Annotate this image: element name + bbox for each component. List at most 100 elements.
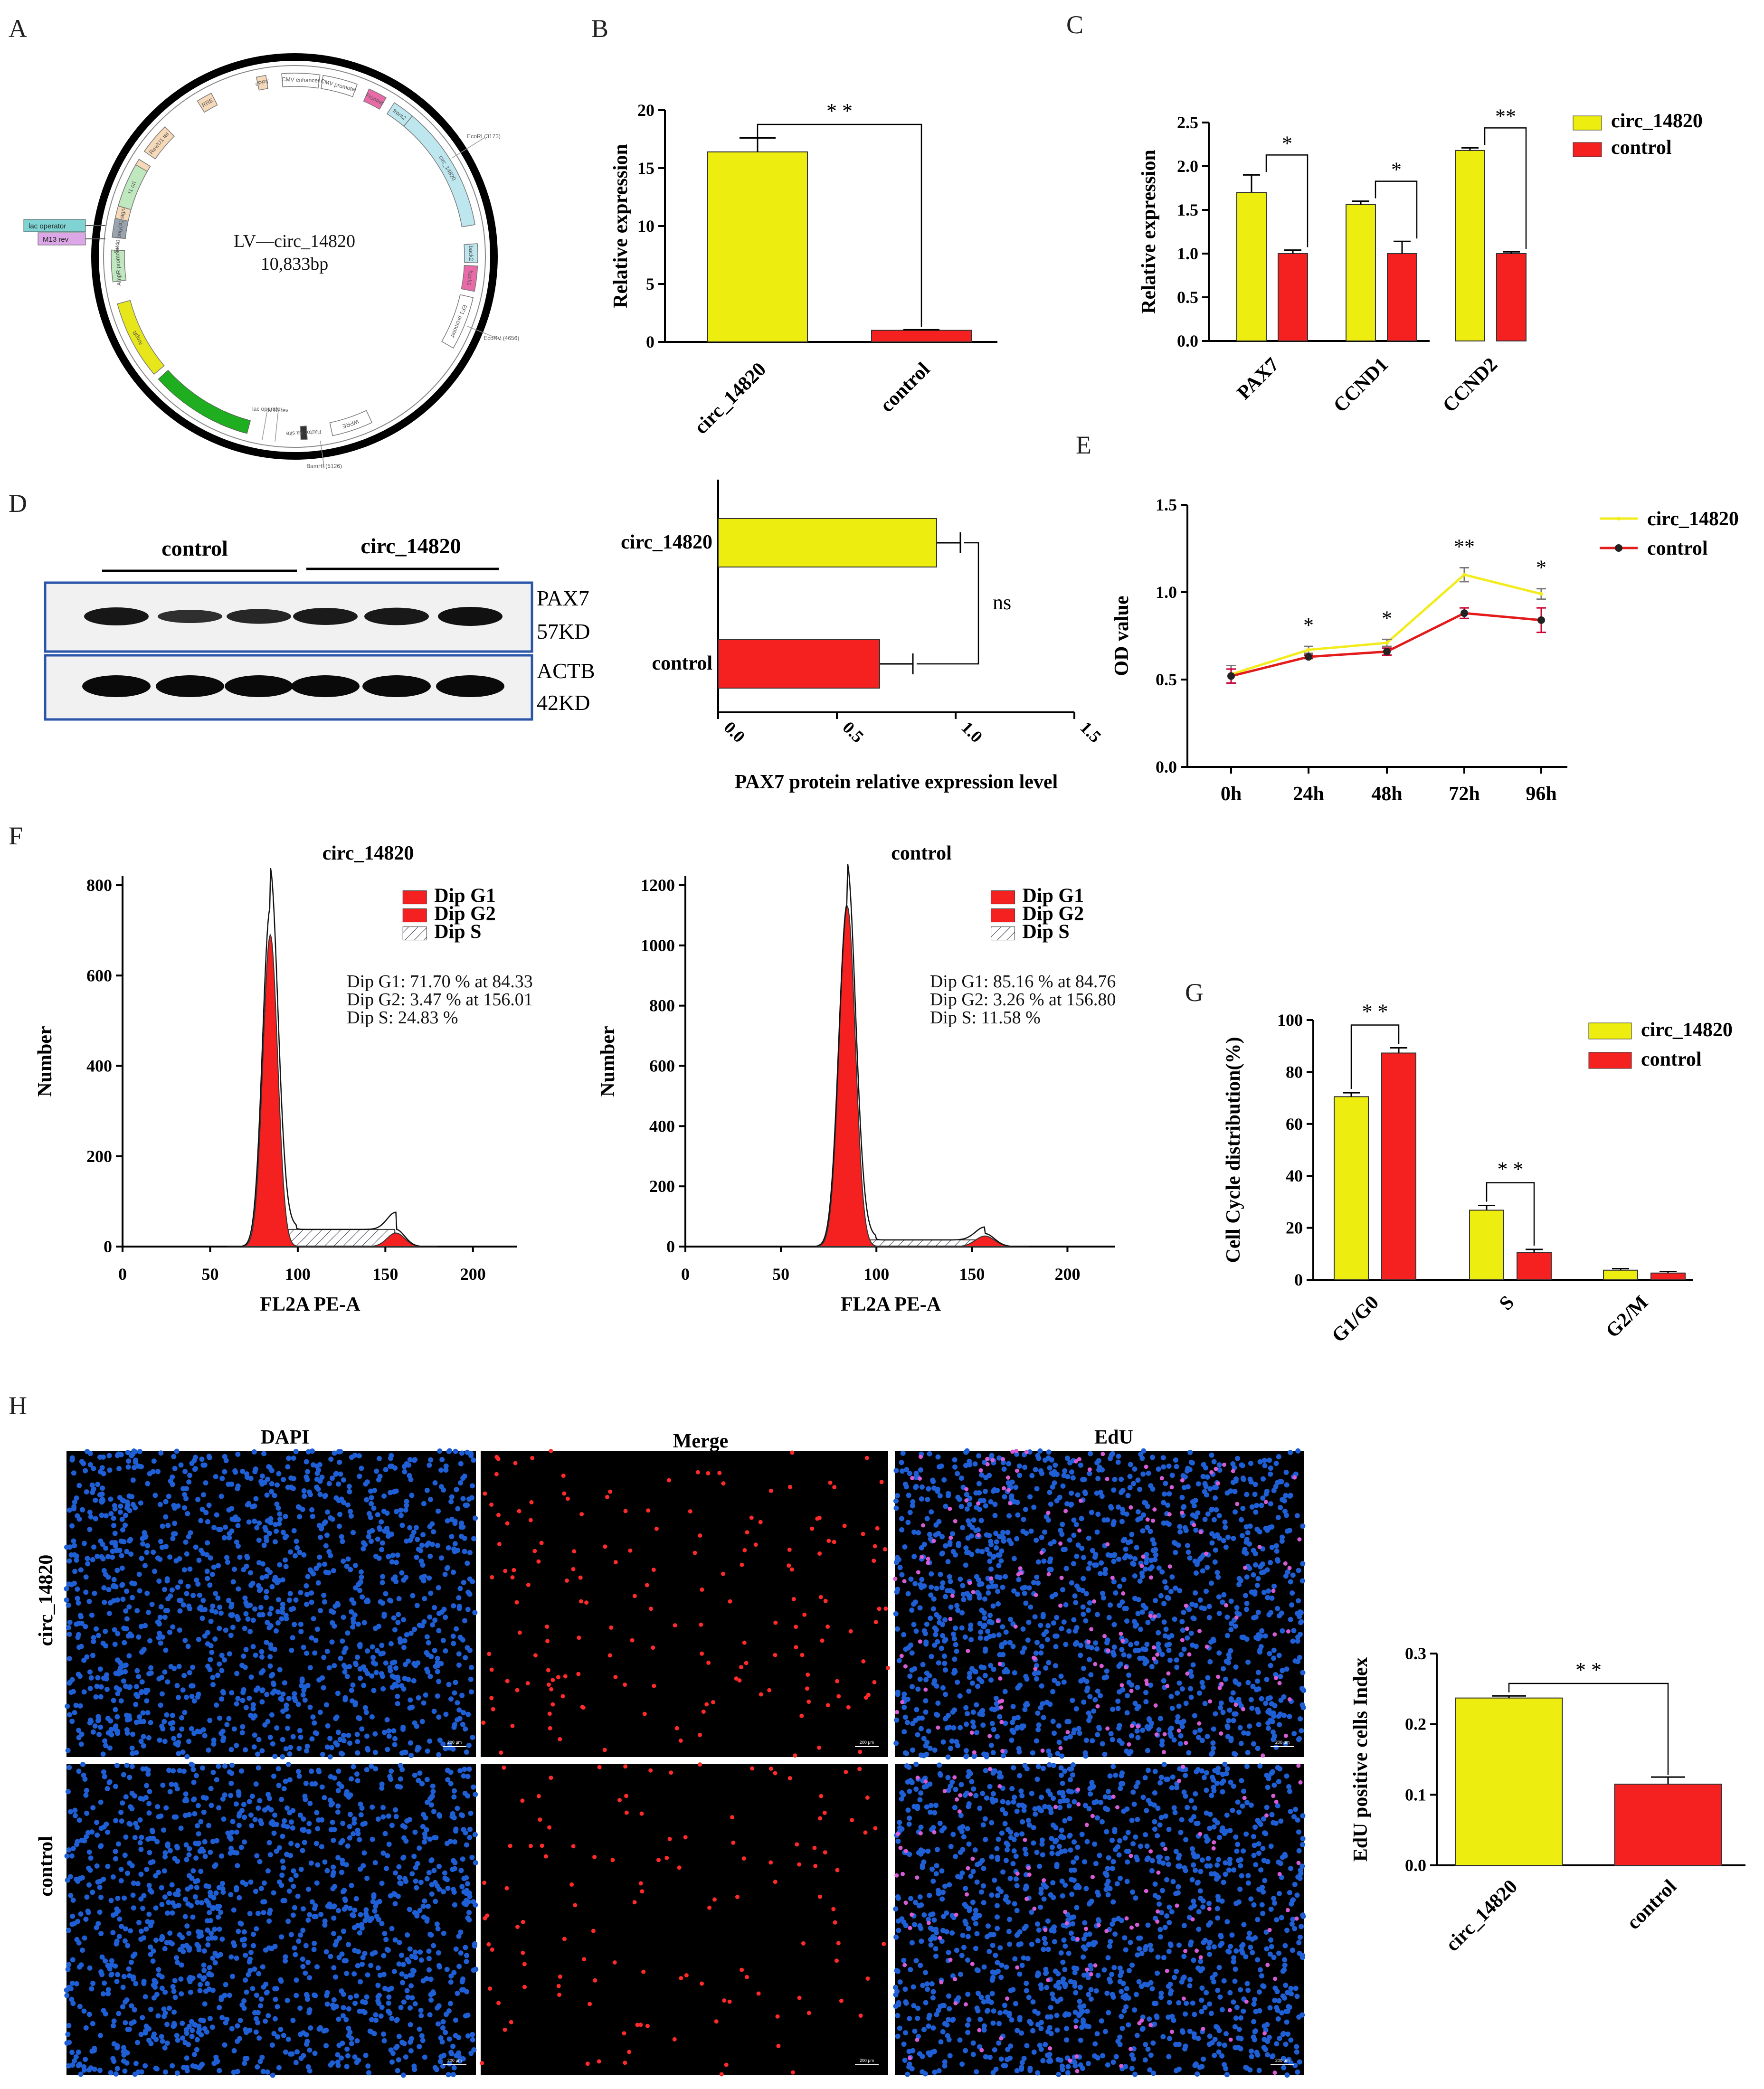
micro-row-control: control bbox=[35, 1836, 57, 1897]
plasmid-feature-label-4: CMV enhancer bbox=[282, 76, 320, 84]
lac-operator-callout: lac operator M13 rev bbox=[23, 219, 105, 246]
chartF1-x-tick-label-3: 150 bbox=[372, 1265, 398, 1284]
plasmid-feature-1 bbox=[143, 126, 175, 160]
chartF2-total-envelope bbox=[800, 864, 1029, 1248]
wb-pax7-band-1 bbox=[158, 610, 222, 623]
chartF1-legend-0: Dip G1 bbox=[434, 885, 496, 907]
chart-e-ylabel: OD value bbox=[1111, 596, 1133, 676]
chart-g-xtick-G2/M: G2/M bbox=[1602, 1292, 1652, 1342]
chart-c-bar-control-CCND2 bbox=[1496, 253, 1527, 341]
chart-c-bar-circ_14820-PAX7 bbox=[1236, 192, 1267, 341]
micro-col-dapi: DAPI bbox=[261, 1427, 310, 1448]
chart-b-y-tick-label-4: 20 bbox=[637, 101, 654, 120]
plasmid-feature-3 bbox=[256, 75, 268, 91]
chartF1-y-tick-label-2: 400 bbox=[86, 1057, 112, 1076]
chart-c-legend-0: circ_14820 bbox=[1611, 110, 1703, 132]
plasmid-feature-label-13: Factor Xa site bbox=[286, 429, 322, 437]
plasmid-site-leader-24 bbox=[320, 441, 325, 468]
chart-d-ytick-circ_14820: circ_14820 bbox=[621, 531, 712, 553]
panel-label-f: F bbox=[9, 822, 23, 850]
chart-e-point-circ_14820-3 bbox=[1462, 573, 1466, 577]
chart-d-x-tick-label-0: 0.0 bbox=[720, 718, 749, 746]
chart-c-y-tick-label-2: 1.0 bbox=[1177, 244, 1198, 263]
chartF2-dip-g1-area bbox=[812, 905, 882, 1247]
panel-label-d: D bbox=[9, 489, 27, 518]
chart-e-x-tick-label-4: 96h bbox=[1526, 783, 1556, 805]
chart-e-x-tick-label-0: 0h bbox=[1221, 783, 1242, 805]
chartF1-legend-swatch-0 bbox=[402, 890, 427, 905]
chartF1-title: circ_14820 bbox=[322, 842, 414, 864]
chartF2-legend-swatch-0 bbox=[991, 890, 1015, 905]
chartF1-stat-0: Dip G1: 71.70 % at 84.33 bbox=[347, 972, 533, 992]
micro-1-1-frame bbox=[481, 1764, 888, 2075]
chartF2-x-tick-label-0: 0 bbox=[681, 1265, 690, 1284]
chartF1-x-tick-label-2: 100 bbox=[285, 1265, 311, 1284]
chart-g-cell-cycle: 0 20 40 60 80 100 Cell Cycle distribution(%) G1… bbox=[1223, 1000, 1733, 1347]
chart-c-sig-0: * bbox=[1282, 132, 1292, 155]
chartF1-xlabel: FL2A PE-A bbox=[260, 1294, 360, 1315]
chart-e-legend-marker-1 bbox=[1615, 544, 1622, 552]
wb-actb-band-2 bbox=[225, 675, 293, 697]
chart-e-x-tick-label-3: 72h bbox=[1449, 783, 1479, 805]
chart-c-legend-swatch-1 bbox=[1573, 142, 1602, 157]
chart-e-legend-marker-0 bbox=[1617, 517, 1621, 520]
plasmid-feature-11 bbox=[441, 294, 474, 349]
chart-d-bar-control bbox=[718, 639, 880, 689]
chart-b-y-tick-label-2: 10 bbox=[637, 217, 654, 236]
chartF2-legend-swatch-1 bbox=[991, 908, 1015, 923]
micro-0-1-scale-label: 200 μm bbox=[860, 1740, 874, 1745]
chart-c-xtick-PAX7: PAX7 bbox=[1233, 354, 1283, 404]
chart-e-sig-1: * bbox=[1303, 614, 1314, 637]
chart-h-bar-control bbox=[1614, 1784, 1722, 1866]
chart-g-sig-0-label: * * bbox=[1362, 1000, 1388, 1023]
chart-g-bar-circ_14820-G2/M bbox=[1603, 1269, 1638, 1280]
chartF2-ylabel: Number bbox=[597, 1026, 619, 1096]
chart-f-control-histogram: control 0 200 400 600 800 1000 1200 0 50 100 150 200… bbox=[597, 842, 1116, 1315]
plasmid-site-leader-22 bbox=[452, 138, 484, 158]
chart-b-sig-label: * * bbox=[826, 99, 853, 123]
chart-e-y-tick-label-0: 0.0 bbox=[1156, 757, 1177, 776]
chart-d-bar-circ_14820 bbox=[718, 518, 937, 567]
wb-pax7-band-5 bbox=[438, 607, 503, 626]
wb-actb-band-0 bbox=[82, 675, 151, 697]
chart-e-y-tick-label-1: 0.5 bbox=[1156, 670, 1177, 689]
chart-h-sig-label: * * bbox=[1575, 1658, 1602, 1682]
wb-pax7-size: 57KD bbox=[537, 619, 590, 643]
chartF1-legend-1: Dip G2 bbox=[434, 903, 496, 925]
chart-d-x-tick-label-3: 1.5 bbox=[1076, 718, 1105, 746]
panel-label-g: G bbox=[1185, 978, 1204, 1007]
wb-pax7-band-2 bbox=[227, 609, 291, 624]
chartF1-y-tick-label-0: 0 bbox=[104, 1237, 112, 1256]
chartF1-x-tick-label-0: 0 bbox=[118, 1265, 127, 1284]
chart-c-y-tick-label-1: 0.5 bbox=[1177, 288, 1198, 307]
chart-b-y-tick-label-1: 5 bbox=[646, 274, 654, 293]
chart-g-legend-swatch-0 bbox=[1588, 1022, 1632, 1040]
micro-0-0-nuclei bbox=[64, 1448, 478, 1760]
chartF2-legend-0: Dip G1 bbox=[1023, 885, 1084, 907]
chart-e-point-control-2 bbox=[1383, 648, 1391, 656]
chart-c-legend-1: control bbox=[1611, 137, 1672, 159]
chart-g-xtick-G1/G0: G1/G0 bbox=[1328, 1292, 1383, 1347]
plasmid-inner-ring bbox=[103, 65, 486, 448]
micro-1-1-scale-label: 200 μm bbox=[860, 2058, 874, 2063]
chart-g-sig-0-bracket bbox=[1350, 1024, 1400, 1089]
chartF1-stat-2: Dip S: 24.83 % bbox=[347, 1008, 458, 1028]
plasmid-feature-label-9: back2 bbox=[468, 246, 475, 261]
chartF2-y-tick-label-3: 600 bbox=[649, 1057, 675, 1076]
chartF2-stat-0: Dip G1: 85.16 % at 84.76 bbox=[930, 972, 1116, 992]
chartF1-y-tick-label-3: 600 bbox=[86, 966, 112, 985]
chart-c-y-tick-label-5: 2.5 bbox=[1177, 113, 1198, 132]
chart-c-y-tick-label-0: 0.0 bbox=[1177, 331, 1198, 350]
panel-label-h: H bbox=[9, 1391, 27, 1420]
plasmid-site-14: lac operator bbox=[252, 406, 282, 412]
chart-e-x-tick-label-1: 24h bbox=[1293, 783, 1324, 805]
micro-1-2-nuclei bbox=[893, 1761, 1306, 2078]
panel-label-c: C bbox=[1066, 10, 1083, 39]
chart-h-xtick-control: control bbox=[1622, 1876, 1681, 1934]
chart-d-sig: ns bbox=[993, 591, 1011, 614]
chart-h-bar-circ_14820 bbox=[1455, 1697, 1563, 1866]
chart-c-y-tick-label-3: 1.5 bbox=[1177, 200, 1198, 219]
plasmid-feature-4 bbox=[281, 73, 321, 89]
wb-group-control: control bbox=[161, 536, 228, 560]
